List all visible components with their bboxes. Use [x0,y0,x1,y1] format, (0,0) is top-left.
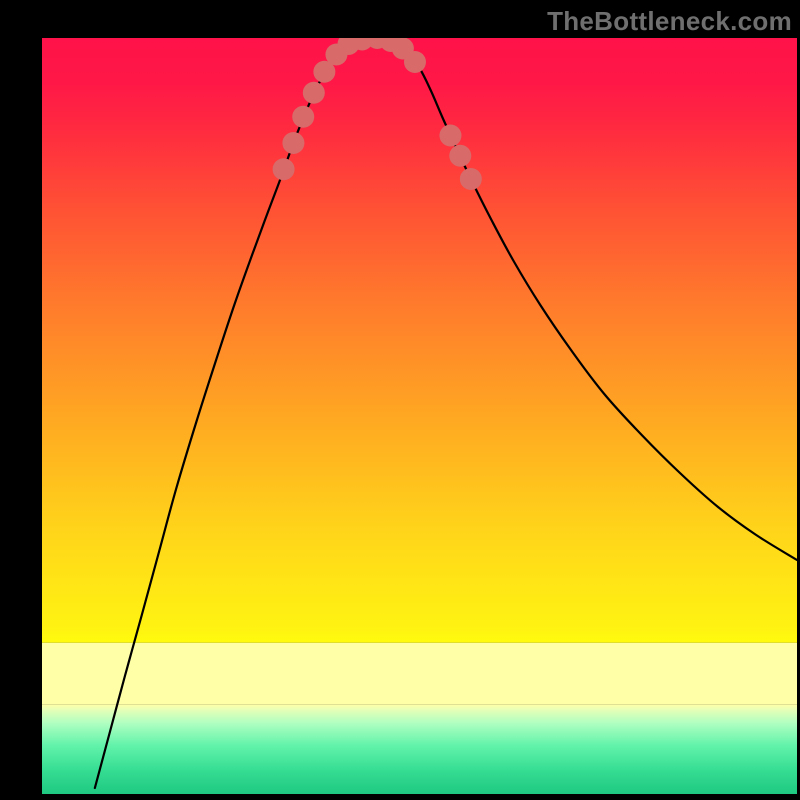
chart-frame: TheBottleneck.com [0,0,800,800]
marker-point [303,82,325,104]
marker-point [282,132,304,154]
marker-point [404,51,426,73]
marker-point [449,145,471,167]
marker-point [460,168,482,190]
marker-point [292,106,314,128]
yellow-band [42,643,797,705]
watermark-text: TheBottleneck.com [547,6,792,37]
bottleneck-curve-chart [42,38,797,794]
gradient-background-top [42,38,797,643]
marker-point [273,158,295,180]
marker-point [439,125,461,147]
green-band [42,705,797,794]
